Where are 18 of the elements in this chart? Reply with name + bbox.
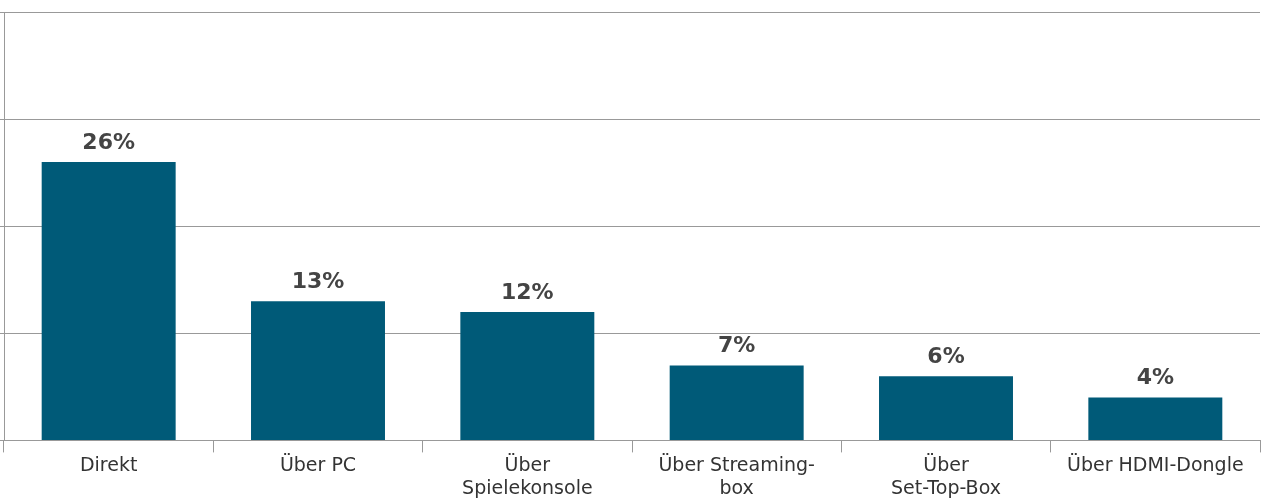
x-tick-label: Über PC <box>279 452 357 475</box>
bar <box>460 311 595 440</box>
data-label: 7% <box>717 332 756 358</box>
data-label: 6% <box>927 342 965 368</box>
x-tick-label: Über HDMI-Dongle <box>1067 452 1244 475</box>
x-tick-label: Über Set-Top-Box <box>891 452 1001 498</box>
bar <box>41 161 176 440</box>
bar <box>251 301 385 440</box>
bar <box>879 376 1013 440</box>
data-label: 26% <box>82 128 135 154</box>
bar <box>669 365 804 440</box>
data-label: 12% <box>501 278 554 304</box>
data-label: 4% <box>1136 364 1175 390</box>
x-tick-label: Über Streaming- box <box>658 452 815 498</box>
bar <box>1088 397 1223 440</box>
x-tick-label: Direkt <box>79 452 138 475</box>
x-tick-label: Über Spielekonsole <box>462 452 593 498</box>
data-label: 13% <box>291 267 345 293</box>
